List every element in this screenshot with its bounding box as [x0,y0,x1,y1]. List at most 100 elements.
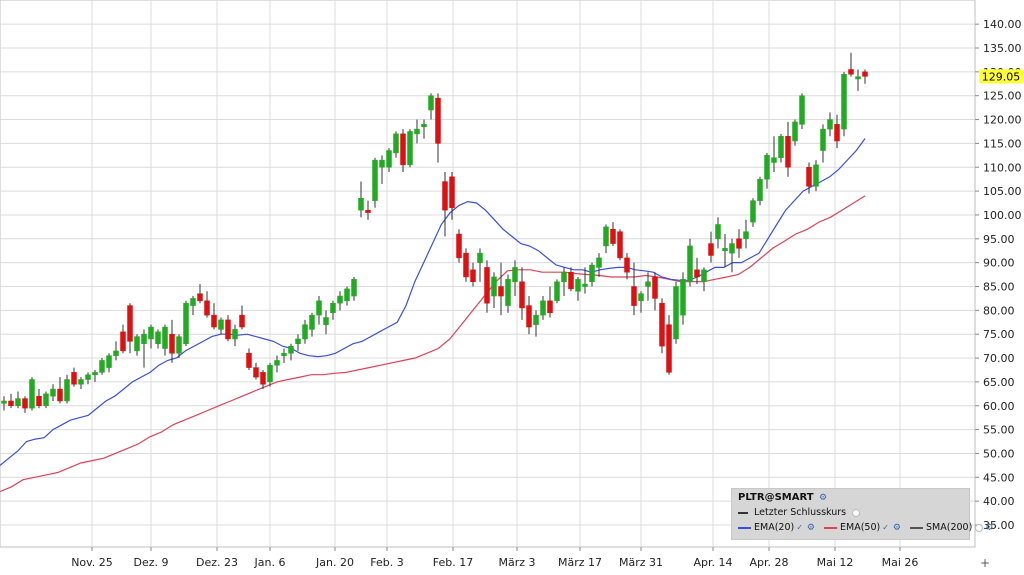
y-tick-label: 100.00 [983,209,1022,222]
candle [232,324,238,347]
candle [218,317,224,335]
ema20-line [0,138,866,466]
candle-body [169,333,175,354]
legend-ema20-label: EMA(20) [754,522,795,533]
candle-body [554,281,560,302]
candle [491,272,497,308]
plot-frame [0,0,976,548]
candle-body [302,324,308,340]
y-tick-label: 135.00 [983,42,1022,55]
candle-body [764,155,770,180]
candle-body [358,198,364,211]
candle [519,267,525,320]
candle [442,172,448,237]
candle-body [407,131,413,166]
candle-body [736,238,742,249]
candle-body [862,71,868,77]
chevron-down-icon[interactable]: ✓ [882,523,889,532]
candle [813,160,819,192]
candle-body [316,300,322,316]
y-tick-label: 90.00 [983,257,1015,270]
candle [288,343,294,361]
candle-body [330,302,336,313]
candle [176,334,182,359]
candle [631,262,637,316]
candle-body [267,364,273,383]
toggle-dot-icon[interactable] [852,508,861,517]
candle [414,119,420,144]
legend-entry-sma200[interactable]: SMA(200) ⚙ [910,522,993,533]
candle [477,248,483,282]
candle-body [708,243,714,256]
candle-body [218,319,224,330]
candle-body [680,279,686,316]
toggle-dot-icon[interactable] [975,523,984,532]
candle [533,310,539,337]
settings-gear-icon[interactable]: ⚙ [819,493,828,503]
x-tick-label: Mai 26 [882,556,919,569]
candle [316,296,322,325]
y-tick-label: 65.00 [983,376,1015,389]
candle-body [512,267,518,282]
candle [57,377,63,404]
y-tick-label: 125.00 [983,90,1022,103]
settings-gear-icon[interactable]: ⚙ [892,523,901,533]
candle-body [596,257,602,268]
candle [456,229,462,263]
candle [785,121,791,177]
candle-body [722,248,728,251]
candle [778,133,784,163]
y-tick-label: 85.00 [983,281,1015,294]
last-close-dash-icon [738,511,748,514]
candle [764,152,770,189]
candle-body [99,360,105,373]
candle [554,279,560,304]
y-tick-label: 45.00 [983,471,1015,484]
candle [92,369,98,382]
candle-body [71,372,77,385]
candle [400,129,406,173]
y-tick-label: 55.00 [983,424,1015,437]
candle-body [274,360,280,366]
candle-body [750,200,756,223]
candle-body [666,324,672,373]
candle-body [435,97,441,144]
candle [29,377,35,411]
candle-body [771,157,777,163]
candle-body [806,167,812,187]
legend-entry-ema20[interactable]: EMA(20) ✓ ⚙ [738,522,818,533]
candle [610,222,616,246]
candle [666,315,672,375]
legend-last-close-label: Letzter Schlusskurs [754,507,847,518]
candle [484,260,490,313]
candle-body [190,298,196,306]
candle [638,291,644,313]
candle-body [785,135,791,168]
candle-body [22,398,28,409]
candle-body [106,355,112,368]
candle [155,329,161,349]
candle [71,367,77,387]
chevron-down-icon[interactable]: ✓ [796,523,803,532]
candle [673,281,679,344]
candle-body [463,252,469,278]
candle [134,334,140,356]
candle-body [225,319,231,340]
settings-gear-icon[interactable]: ⚙ [985,523,994,533]
candle-body [617,231,623,259]
settings-gear-icon[interactable]: ⚙ [806,523,815,533]
candle [505,274,511,313]
candle [295,334,301,351]
legend-entry-ema50[interactable]: EMA(50) ✓ ⚙ [824,522,904,533]
sma200-swatch-icon [910,526,924,529]
candle [183,300,189,347]
y-tick-label: 60.00 [983,400,1015,413]
candle-body [547,300,553,313]
candle [127,303,133,354]
candle-body [365,209,371,213]
candle [225,315,231,342]
candle-body [610,229,616,244]
x-tick-label: Feb. 17 [433,556,473,569]
chart-legend[interactable]: PLTR@SMART ⚙ Letzter Schlusskurs EMA(20)… [731,488,993,540]
candle [715,217,721,249]
